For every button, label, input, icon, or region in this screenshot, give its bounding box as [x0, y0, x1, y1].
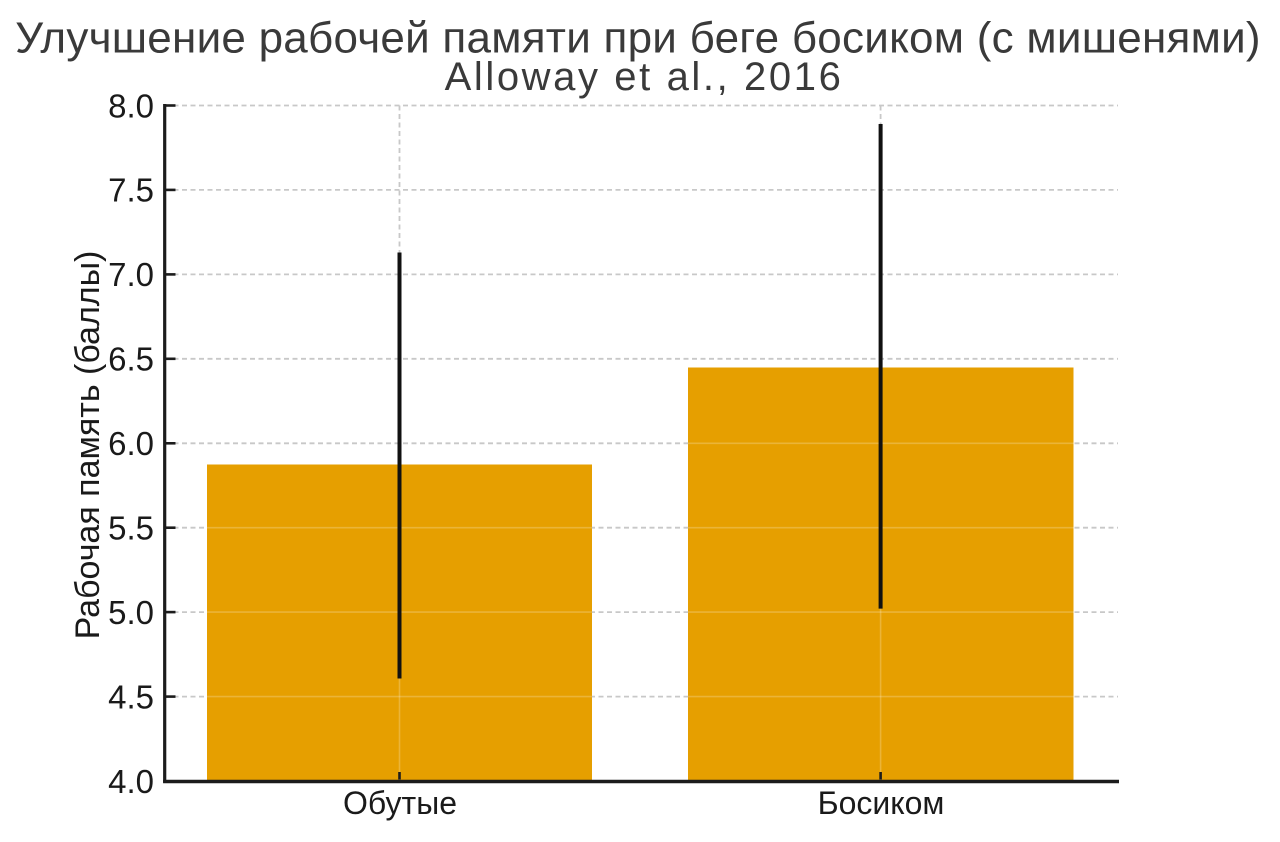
svg-text:7.0: 7.0: [108, 256, 154, 293]
svg-text:6.0: 6.0: [108, 425, 154, 462]
svg-text:8.0: 8.0: [108, 87, 154, 124]
svg-text:Обутые: Обутые: [343, 785, 457, 821]
svg-text:4.5: 4.5: [108, 678, 154, 715]
svg-text:5.0: 5.0: [108, 594, 154, 631]
svg-text:Босиком: Босиком: [818, 785, 945, 821]
svg-text:7.5: 7.5: [108, 172, 154, 209]
svg-text:6.5: 6.5: [108, 341, 154, 378]
svg-text:Улучшение рабочей памяти при б: Улучшение рабочей памяти при беге босико…: [15, 14, 1261, 63]
svg-text:Alloway et al., 2016: Alloway et al., 2016: [445, 55, 844, 99]
svg-text:4.0: 4.0: [108, 763, 154, 800]
svg-text:5.5: 5.5: [108, 510, 154, 547]
svg-text:Рабочая память (баллы): Рабочая память (баллы): [69, 251, 107, 640]
